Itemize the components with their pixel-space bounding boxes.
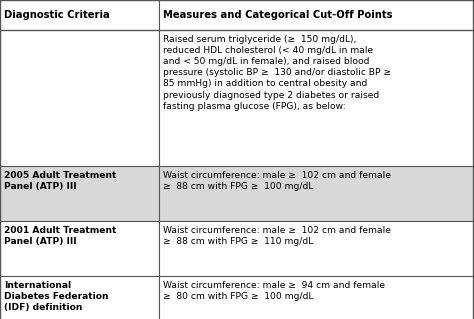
Text: Waist circumference: male ≥  102 cm and female
≥  88 cm with FPG ≥  110 mg/dL: Waist circumference: male ≥ 102 cm and f… bbox=[163, 226, 391, 246]
Text: Waist circumference: male ≥  102 cm and female
≥  88 cm with FPG ≥  100 mg/dL: Waist circumference: male ≥ 102 cm and f… bbox=[163, 171, 391, 191]
Bar bbox=[0, 221, 474, 276]
Bar bbox=[0, 276, 474, 319]
Text: Diagnostic Criteria: Diagnostic Criteria bbox=[4, 10, 110, 20]
Bar bbox=[0, 0, 474, 30]
Text: Raised serum triglyceride (≥  150 mg/dL),
reduced HDL cholesterol (< 40 mg/dL in: Raised serum triglyceride (≥ 150 mg/dL),… bbox=[163, 35, 391, 111]
Text: Measures and Categorical Cut-Off Points: Measures and Categorical Cut-Off Points bbox=[163, 10, 392, 20]
Text: Waist circumference: male ≥  94 cm and female
≥  80 cm with FPG ≥  100 mg/dL: Waist circumference: male ≥ 94 cm and fe… bbox=[163, 281, 385, 301]
Bar bbox=[0, 30, 474, 166]
Text: 2005 Adult Treatment
Panel (ATP) III: 2005 Adult Treatment Panel (ATP) III bbox=[4, 171, 117, 191]
Text: International
Diabetes Federation
(IDF) definition: International Diabetes Federation (IDF) … bbox=[4, 281, 109, 312]
Bar bbox=[0, 166, 474, 221]
Text: 2001 Adult Treatment
Panel (ATP) III: 2001 Adult Treatment Panel (ATP) III bbox=[4, 226, 117, 246]
